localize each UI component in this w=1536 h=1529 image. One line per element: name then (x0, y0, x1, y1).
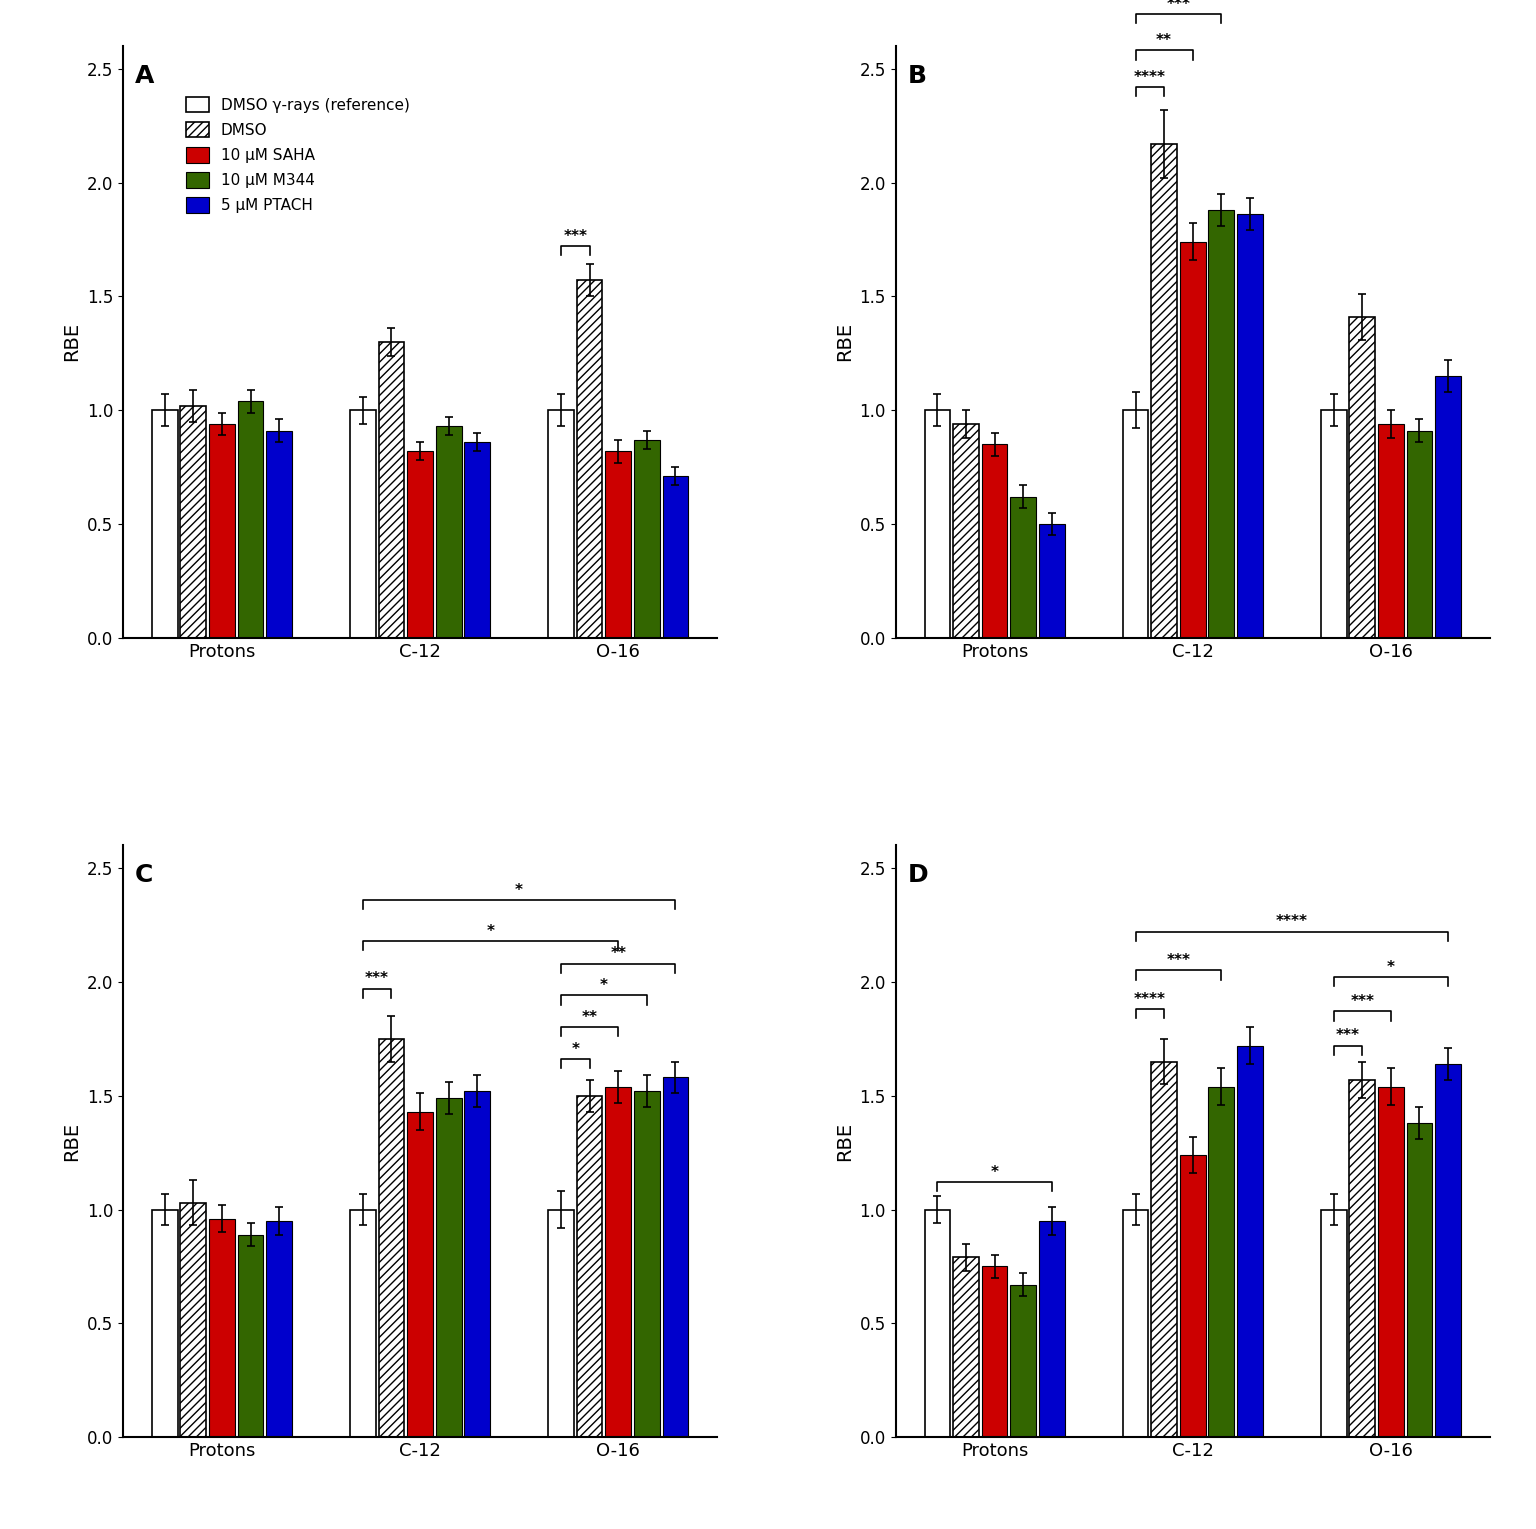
Bar (634, 1092, 659, 1437)
Bar (436, 427, 461, 638)
Text: *: * (1387, 960, 1395, 976)
Bar (1152, 144, 1177, 638)
Text: **: ** (1157, 34, 1172, 47)
Bar (1378, 424, 1404, 638)
Y-axis label: RBE: RBE (836, 323, 854, 361)
Bar (378, 1038, 404, 1437)
Bar (180, 405, 206, 638)
Bar (1152, 1061, 1177, 1437)
Text: C: C (135, 862, 154, 887)
Y-axis label: RBE: RBE (836, 1122, 854, 1161)
Bar (464, 1092, 490, 1437)
Bar (436, 1098, 461, 1437)
Bar (1236, 214, 1263, 638)
Bar (662, 476, 688, 638)
Text: **: ** (582, 1011, 598, 1024)
Bar (605, 1087, 631, 1437)
Bar (1349, 317, 1375, 638)
Bar (1011, 1284, 1037, 1437)
Bar (180, 1203, 206, 1437)
Bar (982, 445, 1008, 638)
Bar (1180, 242, 1206, 638)
Bar (238, 1234, 264, 1437)
Legend: DMSO γ-rays (reference), DMSO, 10 μM SAHA, 10 μM M344, 5 μM PTACH: DMSO γ-rays (reference), DMSO, 10 μM SAH… (178, 89, 418, 220)
Bar (152, 1209, 178, 1437)
Text: *: * (487, 924, 495, 939)
Bar (266, 1222, 292, 1437)
Text: **: ** (610, 946, 627, 962)
Bar (1378, 1087, 1404, 1437)
Bar (1209, 209, 1235, 638)
Text: ****: **** (1134, 992, 1166, 1008)
Bar (605, 451, 631, 638)
Bar (954, 424, 978, 638)
Bar (954, 1257, 978, 1437)
Bar (1435, 376, 1461, 638)
Bar (1038, 524, 1064, 638)
Text: ****: **** (1134, 70, 1166, 84)
Bar (350, 1209, 376, 1437)
Text: ***: *** (1166, 953, 1190, 968)
Bar (152, 410, 178, 638)
Bar (1038, 1222, 1064, 1437)
Bar (1123, 1209, 1149, 1437)
Bar (548, 1209, 574, 1437)
Bar (1349, 1079, 1375, 1437)
Bar (576, 1096, 602, 1437)
Bar (1321, 410, 1347, 638)
Y-axis label: RBE: RBE (63, 323, 81, 361)
Bar (266, 431, 292, 638)
Text: ***: *** (366, 971, 389, 986)
Text: *: * (991, 1165, 998, 1180)
Text: ***: *** (1336, 1029, 1359, 1043)
Bar (662, 1078, 688, 1437)
Bar (1435, 1064, 1461, 1437)
Bar (1407, 1122, 1433, 1437)
Bar (464, 442, 490, 638)
Text: ***: *** (1350, 994, 1375, 1009)
Bar (982, 1266, 1008, 1437)
Bar (548, 410, 574, 638)
Bar (378, 342, 404, 638)
Bar (1407, 431, 1433, 638)
Text: D: D (908, 862, 928, 887)
Bar (1011, 497, 1037, 638)
Bar (576, 280, 602, 638)
Bar (1123, 410, 1149, 638)
Text: B: B (908, 64, 926, 87)
Text: *: * (601, 979, 608, 994)
Text: ***: *** (564, 229, 587, 245)
Bar (925, 1209, 951, 1437)
Bar (925, 410, 951, 638)
Bar (209, 424, 235, 638)
Bar (238, 401, 264, 638)
Bar (1321, 1209, 1347, 1437)
Bar (209, 1219, 235, 1437)
Text: *: * (571, 1041, 579, 1057)
Text: ****: **** (1276, 914, 1307, 930)
Bar (1236, 1046, 1263, 1437)
Bar (634, 440, 659, 638)
Bar (1209, 1087, 1235, 1437)
Text: A: A (135, 64, 154, 87)
Y-axis label: RBE: RBE (63, 1122, 81, 1161)
Bar (407, 451, 433, 638)
Bar (350, 410, 376, 638)
Text: ***: *** (1166, 0, 1190, 12)
Bar (1180, 1154, 1206, 1437)
Text: *: * (515, 882, 524, 898)
Bar (407, 1112, 433, 1437)
